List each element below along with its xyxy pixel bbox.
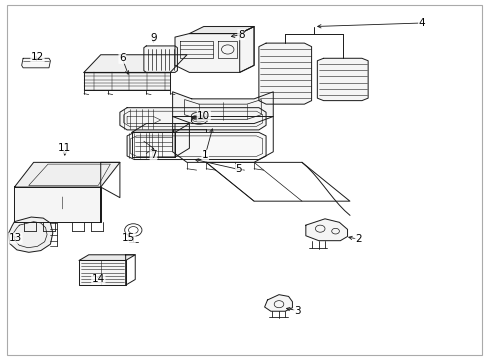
Text: 5: 5	[235, 165, 242, 174]
Polygon shape	[15, 187, 101, 222]
Polygon shape	[305, 219, 347, 241]
Text: 14: 14	[92, 274, 105, 284]
Polygon shape	[15, 162, 120, 187]
Polygon shape	[143, 46, 177, 72]
Text: 12: 12	[31, 52, 44, 62]
Text: 8: 8	[237, 30, 244, 40]
Text: 6: 6	[119, 53, 125, 63]
Polygon shape	[172, 92, 273, 123]
Text: 3: 3	[293, 306, 300, 315]
Polygon shape	[175, 27, 254, 72]
Text: 15: 15	[122, 233, 135, 243]
Text: 7: 7	[150, 150, 157, 160]
Text: 13: 13	[9, 233, 22, 243]
Polygon shape	[21, 58, 50, 68]
Text: 4: 4	[418, 18, 424, 28]
Text: 2: 2	[354, 234, 361, 244]
Text: 11: 11	[58, 143, 71, 153]
Text: 10: 10	[197, 111, 210, 121]
Polygon shape	[84, 72, 170, 90]
Polygon shape	[317, 58, 367, 100]
Text: 1: 1	[202, 150, 208, 160]
Polygon shape	[189, 27, 254, 33]
Polygon shape	[132, 132, 175, 157]
Polygon shape	[79, 255, 135, 260]
Polygon shape	[120, 108, 265, 130]
Polygon shape	[264, 294, 292, 311]
Polygon shape	[132, 123, 189, 132]
Polygon shape	[84, 55, 186, 72]
Polygon shape	[79, 260, 125, 285]
Polygon shape	[9, 217, 53, 252]
Polygon shape	[258, 43, 311, 104]
Polygon shape	[127, 132, 265, 159]
Text: 9: 9	[150, 33, 157, 43]
